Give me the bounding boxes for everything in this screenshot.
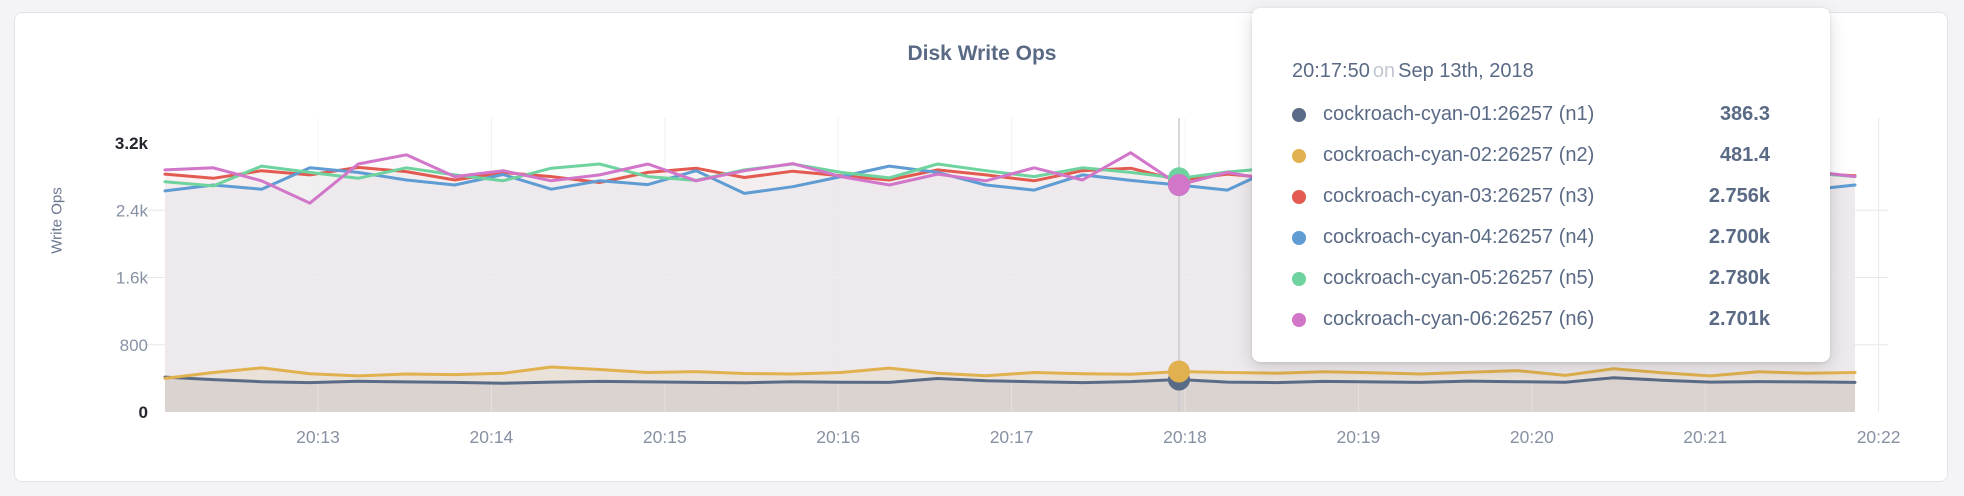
tooltip-series-row: cockroach-cyan-03:26257 (n3) 2.756k bbox=[1292, 176, 1784, 217]
x-axis-tick-label: 20:13 bbox=[296, 427, 340, 447]
series-line-n1 bbox=[163, 375, 1857, 385]
series-color-dot-icon bbox=[1292, 107, 1306, 122]
x-axis-tick-label: 20:20 bbox=[1510, 427, 1554, 447]
series-area-n1 bbox=[165, 377, 1855, 412]
y-axis-label: Write Ops bbox=[48, 187, 66, 254]
tooltip-preposition: on bbox=[1372, 60, 1396, 82]
series-color-dot-icon bbox=[1292, 230, 1306, 245]
series-color-dot-icon bbox=[1292, 148, 1306, 163]
y-axis-tick-label: 3.2k bbox=[115, 134, 149, 153]
series-color-dot-icon bbox=[1292, 312, 1306, 327]
tooltip-series-row: cockroach-cyan-06:26257 (n6) 2.701k bbox=[1292, 299, 1784, 340]
hover-tooltip: 20:17:50 on Sep 13th, 2018 cockroach-cyan-… bbox=[1252, 8, 1830, 362]
series-value: 2.701k bbox=[1708, 308, 1770, 330]
y-axis-tick-label: 1.6k bbox=[116, 269, 149, 288]
y-axis-tick-label: 800 bbox=[120, 336, 148, 355]
series-name: cockroach-cyan-02:26257 (n2) bbox=[1323, 144, 1595, 166]
y-axis-tick-label: 2.4k bbox=[116, 201, 149, 220]
x-axis-tick-label: 20:18 bbox=[1163, 427, 1207, 447]
series-name: cockroach-cyan-01:26257 (n1) bbox=[1323, 103, 1595, 125]
series-name: cockroach-cyan-05:26257 (n5) bbox=[1323, 267, 1595, 289]
tooltip-date: Sep 13th, 2018 bbox=[1398, 60, 1534, 82]
x-axis-tick-label: 20:17 bbox=[990, 427, 1034, 447]
series-value: 386.3 bbox=[1719, 103, 1770, 125]
hover-dot-n6 bbox=[1168, 173, 1190, 196]
x-axis-tick-label: 20:19 bbox=[1337, 427, 1381, 447]
series-color-dot-icon bbox=[1292, 189, 1306, 204]
series-color-dot-icon bbox=[1292, 271, 1306, 286]
x-axis-tick-label: 20:14 bbox=[470, 427, 514, 447]
tooltip-series-row: cockroach-cyan-05:26257 (n5) 2.780k bbox=[1292, 258, 1784, 299]
series-name: cockroach-cyan-06:26257 (n6) bbox=[1323, 308, 1595, 330]
chart-title: Disk Write Ops bbox=[907, 42, 1057, 65]
x-axis-tick-label: 20:21 bbox=[1683, 427, 1727, 447]
tooltip-series-row: cockroach-cyan-04:26257 (n4) 2.700k bbox=[1292, 217, 1784, 258]
tooltip-time: 20:17:50 bbox=[1292, 60, 1370, 82]
series-line-n2 bbox=[163, 365, 1857, 380]
hover-dot-n2 bbox=[1168, 360, 1190, 383]
tooltip-series-row: cockroach-cyan-02:26257 (n2) 481.4 bbox=[1292, 135, 1784, 176]
tooltip-timestamp: 20:17:50 on Sep 13th, 2018 bbox=[1292, 58, 1784, 84]
tooltip-series-row: cockroach-cyan-01:26257 (n1) 386.3 bbox=[1292, 94, 1784, 135]
x-axis-tick-label: 20:15 bbox=[643, 427, 687, 447]
series-value: 2.780k bbox=[1708, 267, 1770, 289]
series-value: 481.4 bbox=[1719, 144, 1770, 166]
series-value: 2.756k bbox=[1708, 185, 1770, 207]
series-area-n2 bbox=[165, 367, 1855, 412]
y-axis-tick-label: 0 bbox=[139, 403, 148, 422]
series-value: 2.700k bbox=[1708, 226, 1770, 248]
series-name: cockroach-cyan-04:26257 (n4) bbox=[1323, 226, 1595, 248]
series-name: cockroach-cyan-03:26257 (n3) bbox=[1323, 185, 1595, 207]
x-axis-tick-label: 20:22 bbox=[1857, 427, 1901, 447]
x-axis-tick-label: 20:16 bbox=[816, 427, 860, 447]
